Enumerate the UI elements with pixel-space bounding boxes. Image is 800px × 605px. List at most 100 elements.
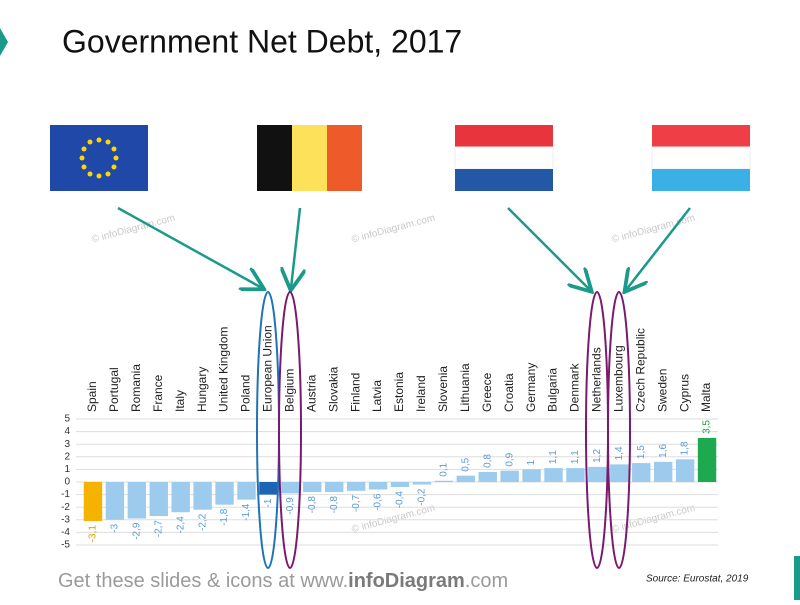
x-tick-label: Belgium bbox=[283, 369, 297, 412]
value-label: 0,1 bbox=[439, 462, 450, 476]
bar bbox=[434, 480, 454, 482]
value-label: 1,8 bbox=[680, 441, 691, 455]
bar bbox=[610, 464, 629, 482]
x-tick-label: France bbox=[151, 374, 165, 412]
value-label: -0,4 bbox=[395, 491, 406, 509]
value-label: 0,8 bbox=[482, 454, 493, 468]
bar bbox=[544, 468, 563, 482]
flag-netherlands bbox=[454, 125, 554, 191]
bar bbox=[105, 482, 125, 520]
x-tick-label: Netherlands bbox=[590, 347, 604, 412]
x-tick-label: Sweden bbox=[655, 369, 669, 412]
y-tick-label: 0 bbox=[64, 477, 70, 488]
x-tick-label: Poland bbox=[239, 375, 253, 412]
x-tick-label: Latvia bbox=[370, 380, 384, 412]
value-label: -0,9 bbox=[285, 497, 296, 515]
value-label: -2,2 bbox=[197, 513, 208, 531]
value-label: 1,1 bbox=[548, 450, 559, 464]
y-tick-label: 3 bbox=[64, 439, 70, 450]
bar bbox=[412, 482, 432, 485]
value-label: -3,1 bbox=[88, 525, 99, 543]
bar bbox=[303, 482, 322, 493]
bar bbox=[588, 466, 607, 482]
footer-text: Get these slides & icons at www. bbox=[58, 570, 348, 592]
bar bbox=[368, 482, 388, 490]
value-label: -0,2 bbox=[417, 488, 428, 506]
x-tick-label: Slovakia bbox=[326, 366, 340, 412]
value-label: 1,2 bbox=[592, 449, 603, 463]
x-tick-label: Estonia bbox=[392, 372, 406, 412]
x-tick-label: Greece bbox=[480, 372, 494, 412]
x-tick-label: Cyprus bbox=[677, 374, 691, 412]
bar bbox=[632, 463, 651, 482]
x-tick-label: Italy bbox=[173, 390, 187, 412]
footer-text: .com bbox=[465, 570, 508, 592]
bar bbox=[566, 468, 585, 482]
value-label: 0,9 bbox=[504, 452, 515, 466]
flag-belgium bbox=[257, 125, 362, 191]
watermark: © infoDiagram.com bbox=[351, 213, 437, 246]
title: Government Net Debt, 2017 bbox=[62, 23, 462, 59]
bar bbox=[281, 482, 300, 494]
value-label: -0,8 bbox=[307, 496, 318, 514]
value-label: -1,4 bbox=[241, 503, 252, 521]
source: Source: Eurostat, 2019 bbox=[646, 574, 749, 585]
bar bbox=[193, 482, 212, 510]
value-label: -2,4 bbox=[175, 516, 186, 534]
bar bbox=[83, 482, 103, 522]
x-tick-label: Germany bbox=[524, 363, 538, 412]
bar bbox=[215, 482, 234, 505]
flag-eu bbox=[50, 125, 148, 191]
value-label: 3,5 bbox=[702, 420, 713, 434]
arrows bbox=[117, 206, 691, 290]
x-tick-label: Portugal bbox=[107, 367, 121, 412]
y-tick-label: 2 bbox=[64, 451, 70, 462]
y-tick-label: 4 bbox=[64, 426, 70, 437]
bar bbox=[522, 469, 541, 482]
bar bbox=[478, 471, 497, 482]
x-tick-label: Czech Republic bbox=[633, 328, 647, 412]
y-tick-label: 1 bbox=[64, 464, 70, 475]
value-label: 1 bbox=[526, 459, 537, 465]
value-label: 1,5 bbox=[636, 445, 647, 459]
x-tick-label: Finland bbox=[348, 373, 362, 412]
bar bbox=[456, 475, 476, 482]
bar bbox=[149, 482, 168, 517]
value-label: -1,8 bbox=[219, 508, 230, 526]
highlights bbox=[256, 291, 631, 569]
x-tick-label: Austria bbox=[304, 374, 318, 412]
y-tick-label: -1 bbox=[61, 489, 70, 500]
value-label: 0,5 bbox=[460, 457, 471, 471]
value-label: -1 bbox=[263, 498, 274, 507]
bar bbox=[653, 461, 673, 482]
x-tick-label: Malta bbox=[699, 382, 713, 412]
accent bbox=[0, 28, 8, 56]
value-label: 1,4 bbox=[614, 446, 625, 460]
y-tick-label: -2 bbox=[61, 502, 70, 513]
bar bbox=[500, 470, 519, 482]
bar bbox=[675, 459, 695, 482]
bar bbox=[697, 437, 717, 482]
x-tick-label: Romania bbox=[129, 364, 143, 412]
bar bbox=[237, 482, 256, 500]
value-label: 1,6 bbox=[658, 444, 669, 458]
footer: Get these slides & icons at www.infoDiag… bbox=[58, 570, 508, 592]
y-tick-label: -5 bbox=[61, 540, 70, 551]
bar bbox=[127, 482, 147, 519]
x-tick-label: Slovenia bbox=[436, 366, 450, 412]
y-tick-label: 5 bbox=[64, 414, 70, 425]
x-tick-label: United Kingdom bbox=[217, 327, 231, 412]
bar bbox=[346, 482, 366, 491]
y-tick-label: -4 bbox=[61, 527, 70, 538]
x-tick-label: Hungary bbox=[195, 367, 209, 412]
x-tick-label: Denmark bbox=[568, 362, 582, 412]
flag-luxembourg bbox=[651, 125, 751, 191]
bar bbox=[324, 482, 344, 493]
bar bbox=[259, 482, 278, 495]
y-tick-label: -3 bbox=[61, 514, 70, 525]
footer-brand: infoDiagram bbox=[348, 570, 465, 592]
x-tick-label: Ireland bbox=[414, 375, 428, 412]
value-label: -0,7 bbox=[351, 494, 362, 512]
value-label: 1,1 bbox=[570, 450, 581, 464]
